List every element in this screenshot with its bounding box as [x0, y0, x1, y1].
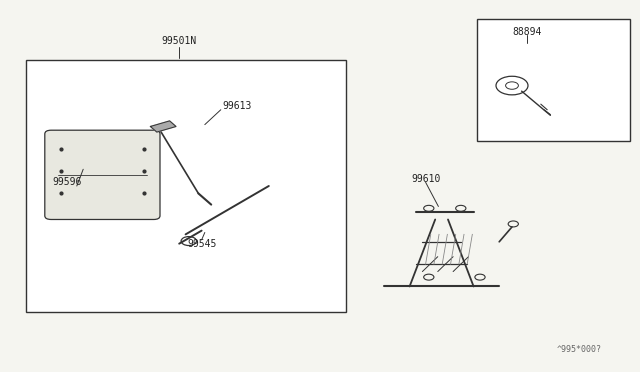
Text: ^995*000?: ^995*000? — [557, 345, 602, 354]
Polygon shape — [150, 121, 176, 132]
Text: 99501N: 99501N — [161, 36, 197, 46]
Text: 99596: 99596 — [52, 177, 82, 187]
Bar — [26, 60, 346, 312]
FancyBboxPatch shape — [45, 130, 160, 219]
Text: 88894: 88894 — [512, 27, 541, 36]
Text: 99613: 99613 — [222, 101, 252, 111]
Text: 99610: 99610 — [411, 174, 440, 183]
Bar — [477, 19, 630, 141]
Text: 99545: 99545 — [187, 239, 216, 248]
